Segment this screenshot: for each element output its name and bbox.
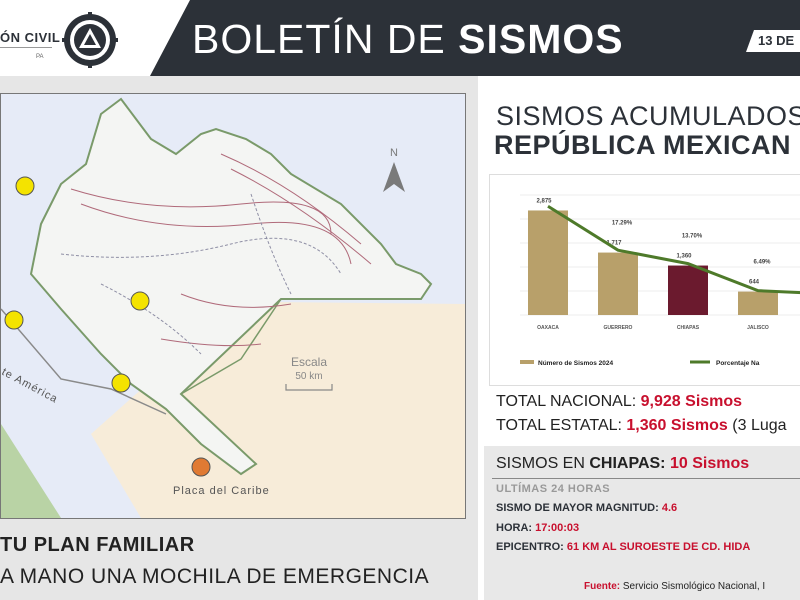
max-magnitude-row: SISMO DE MAYOR MAGNITUD: 4.6 xyxy=(496,502,677,514)
category-label: GUERRERO xyxy=(604,325,633,331)
epicenter-marker xyxy=(111,373,131,393)
total-state-label: TOTAL ESTATAL: xyxy=(496,417,622,434)
chiapas-label-bold: CHIAPAS: xyxy=(589,455,666,472)
fault-lines xyxy=(70,153,372,347)
road-lines xyxy=(60,193,342,355)
category-label: CHIAPAS xyxy=(677,325,700,331)
total-state-unit: Sismos xyxy=(670,417,728,434)
epicenter-marker-major xyxy=(191,457,211,477)
chiapas-panel xyxy=(484,446,800,600)
chiapas-divider xyxy=(492,478,800,479)
bulletin-title-bold: SISMOS xyxy=(458,16,624,62)
total-national-label: TOTAL NACIONAL: xyxy=(496,393,637,410)
accumulated-title: SISMOS ACUMULADOS xyxy=(496,101,800,131)
category-label: OAXACA xyxy=(537,325,559,331)
family-plan-line2: A MANO UNA MOCHILA DE EMERGENCIA xyxy=(0,565,430,588)
accumulated-subtitle: REPÚBLICA MEXICAN xyxy=(494,130,792,160)
time-row: HORA: 17:00:03 xyxy=(496,522,579,534)
bar-value-label: 644 xyxy=(749,280,760,286)
chiapas-label: SISMOS EN xyxy=(496,455,590,472)
chiapas-title: SISMOS EN CHIAPAS: 10 Sismos xyxy=(496,455,749,473)
time-value: 17:00:03 xyxy=(535,522,580,534)
epicenter-marker xyxy=(130,291,150,311)
epicenter-marker xyxy=(15,176,35,196)
accumulated-chart: OAXACA 2,875 28.99% GUERRERO 1,717 17.29% CHIA… xyxy=(489,174,800,386)
epicenter-value: 61 KM AL SUROESTE DE CD. HIDA xyxy=(566,541,751,553)
civil-protection-emblem-icon xyxy=(62,12,118,68)
legend-line-label: Porcentaje Na xyxy=(716,360,760,367)
epicenter-label: EPICENTRO: xyxy=(496,541,564,553)
chiapas-value: 10 Sismos xyxy=(669,455,750,472)
north-arrow-icon xyxy=(383,162,405,192)
bar-value-label: 1,360 xyxy=(676,254,692,260)
chiapas-state-outline xyxy=(29,97,433,476)
scale-value: 50 km xyxy=(295,371,322,382)
legend-bar-label: Número de Sismos 2024 xyxy=(538,360,614,367)
total-national-value: 9,928 xyxy=(640,393,681,410)
bar-guerrero xyxy=(598,252,638,315)
chiapas-map: N Escala 50 km Placa del Caribe te Améri… xyxy=(0,93,466,519)
total-state-value: 1,360 xyxy=(626,417,667,434)
epicenter-row: EPICENTRO: 61 KM AL SUROESTE DE CD. HIDA xyxy=(496,541,750,553)
date-text: 13 DE xyxy=(758,33,795,48)
total-state: TOTAL ESTATAL: 1,360 Sismos (3 Luga xyxy=(496,417,787,435)
org-name: ÓN CIVIL xyxy=(0,30,61,45)
chart-svg: OAXACA 2,875 28.99% GUERRERO 1,717 17.29% CHIA… xyxy=(520,175,800,367)
max-magnitude-value: 4.6 xyxy=(661,502,678,514)
source-label: Fuente: xyxy=(584,581,621,592)
legend-bar-swatch xyxy=(520,360,534,364)
total-national: TOTAL NACIONAL: 9,928 Sismos xyxy=(496,393,742,411)
bar-value-label: 2,875 xyxy=(536,198,552,204)
org-divider xyxy=(0,47,52,48)
bar-value-label: 1,717 xyxy=(606,241,622,247)
percent-value-label: 17.29% xyxy=(612,221,633,227)
bulletin-title-light: BOLETÍN DE xyxy=(192,16,459,62)
scale-label: Escala xyxy=(291,355,327,369)
scale-bar xyxy=(285,384,333,391)
caribe-plate-label: Placa del Caribe xyxy=(173,485,270,497)
category-label: JALISCO xyxy=(747,325,769,331)
last-24-hours: ULTÍMAS 24 HORAS xyxy=(496,483,611,495)
header-title-panel xyxy=(150,0,800,76)
region-outline xyxy=(180,298,282,395)
percent-value-label: 28.99% xyxy=(542,175,563,176)
green-region xyxy=(1,424,61,518)
source-value: Servicio Sismológico Nacional, I xyxy=(622,581,766,592)
max-magnitude-label: SISMO DE MAYOR MAGNITUD: xyxy=(496,502,659,514)
america-plate-label: te América xyxy=(1,366,60,406)
date-badge: 13 DE xyxy=(746,30,800,52)
epicenter-marker xyxy=(4,310,24,330)
north-label: N xyxy=(390,147,398,159)
total-state-suffix: (3 Luga xyxy=(732,417,787,434)
source-note: Fuente: Servicio Sismológico Nacional, I xyxy=(584,581,765,592)
bar-jalisco xyxy=(738,291,778,315)
org-subtitle: PA xyxy=(36,54,44,60)
plate-boundary xyxy=(1,308,167,415)
family-plan-line1: TU PLAN FAMILIAR xyxy=(0,534,195,556)
time-label: HORA: xyxy=(496,522,533,534)
bar-oaxaca xyxy=(528,210,568,315)
bulletin-title: BOLETÍN DE SISMOS xyxy=(192,16,624,63)
total-national-unit: Sismos xyxy=(685,393,743,410)
percent-series-line xyxy=(547,205,800,295)
bar-chiapas xyxy=(668,265,708,315)
percent-value-label: 13.70% xyxy=(682,234,703,240)
percent-value-label: 6.49% xyxy=(753,260,771,266)
header-bar: ÓN CIVIL PA BOLETÍN DE SISMOS 13 DE xyxy=(0,0,800,76)
